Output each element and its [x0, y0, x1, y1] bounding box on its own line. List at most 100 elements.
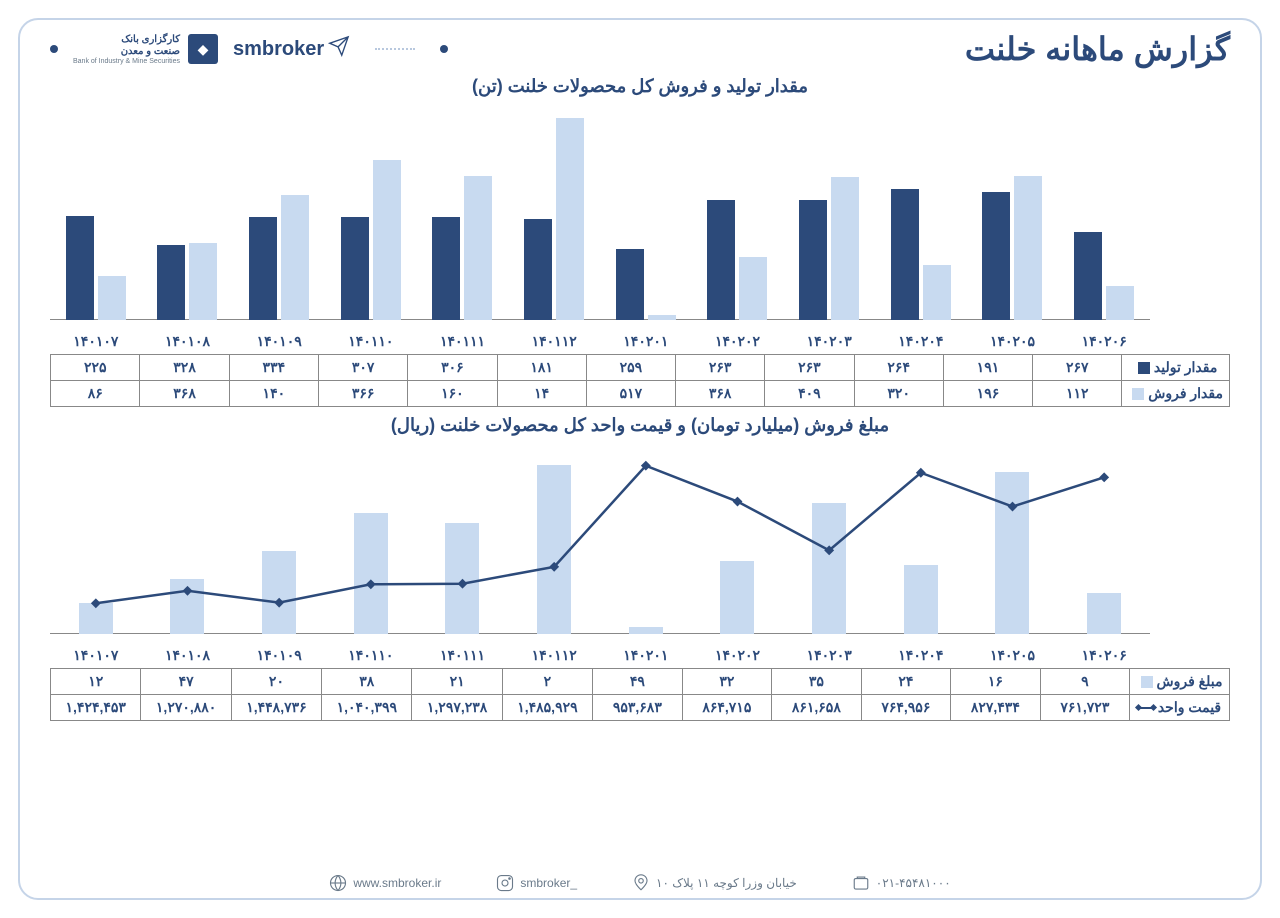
company-logo: کارگزاری بانک صنعت و معدن Bank of Indust…: [73, 34, 218, 65]
chart1-x-label: ۱۴۰۲۰۶: [1082, 333, 1127, 350]
chart1-x-label: ۱۴۰۲۰۳: [807, 333, 852, 350]
instagram-icon: [496, 874, 514, 892]
chart1-sales-bar: [281, 195, 309, 320]
chart1-production-bar: [982, 192, 1010, 320]
footer-instagram: smbroker_: [496, 874, 577, 892]
chart2-x-label: ۱۴۰۱۱۱: [440, 647, 485, 664]
chart2-table: مبلغ فروش ۹۱۶۲۴۳۵۳۲۴۹۲۲۱۳۸۲۰۴۷۱۲قیمت واح…: [50, 668, 1230, 721]
chart2-x-label: ۱۴۰۲۰۳: [807, 647, 852, 664]
chart1-bar-group: [1058, 232, 1150, 320]
table-cell: ۲۵۹: [586, 355, 675, 381]
footer-phone: ۰۲۱-۴۵۴۸۱۰۰۰: [852, 874, 951, 892]
chart2-x-label: ۱۴۰۲۰۵: [990, 647, 1035, 664]
chart2-x-label: ۱۴۰۱۱۲: [532, 647, 577, 664]
table-cell: ۴۷: [141, 669, 231, 695]
table-cell: ۹: [1040, 669, 1130, 695]
table-cell: ۱۴۰: [229, 381, 318, 407]
table-cell: ۱۶۰: [408, 381, 497, 407]
chart2-line-marker: [183, 586, 193, 596]
footer-website: www.smbroker.ir: [329, 874, 441, 892]
chart1-production-bar: [891, 189, 919, 320]
table-cell: ۹۵۳,۶۸۳: [593, 695, 683, 721]
table-cell: ۳۲: [682, 669, 772, 695]
logo-line1: کارگزاری بانک: [73, 34, 180, 46]
table-cell: ۲۶۳: [765, 355, 854, 381]
chart1-x-label: ۱۴۰۱۱۲: [532, 333, 577, 350]
table-cell: ۲۰: [231, 669, 321, 695]
phone-icon: [852, 874, 870, 892]
chart2-line-marker: [733, 497, 743, 507]
row-label: مقدار تولید: [1122, 355, 1230, 381]
footer-address-text: خیابان وزرا کوچه ۱۱ پلاک ۱۰: [656, 876, 797, 890]
table-cell: ۲۶۳: [676, 355, 765, 381]
decor-line: [375, 48, 415, 50]
footer: www.smbroker.ir smbroker_ خیابان وزرا کو…: [40, 874, 1240, 892]
table-cell: ۳۸: [322, 669, 412, 695]
table-row: قیمت واحد ۷۶۱,۷۲۳۸۲۷,۴۳۴۷۶۴,۹۵۶۸۶۱,۶۵۸۸۶…: [51, 695, 1230, 721]
table-cell: ۱۸۱: [497, 355, 586, 381]
table-cell: ۱۲: [51, 669, 141, 695]
chart1-area: ۱۴۰۱۰۷۱۴۰۱۰۸۱۴۰۱۰۹۱۴۰۱۱۰۱۴۰۱۱۱۱۴۰۱۱۲۱۴۰۲…: [50, 105, 1150, 350]
table-cell: ۸۶۴,۷۱۵: [682, 695, 772, 721]
chart1-bar-group: [875, 189, 967, 320]
footer-phone-text: ۰۲۱-۴۵۴۸۱۰۰۰: [876, 876, 951, 890]
chart1-x-label: ۱۴۰۱۱۱: [440, 333, 485, 350]
table-cell: ۸۶: [51, 381, 140, 407]
globe-icon: [329, 874, 347, 892]
chart2-section: مبلغ فروش (میلیارد تومان) و قیمت واحد کل…: [40, 415, 1240, 721]
report-frame: کارگزاری بانک صنعت و معدن Bank of Indust…: [18, 18, 1262, 900]
header: کارگزاری بانک صنعت و معدن Bank of Indust…: [40, 30, 1240, 68]
footer-instagram-text: smbroker_: [520, 876, 577, 890]
chart1-sales-bar: [923, 265, 951, 320]
table-cell: ۵۱۷: [586, 381, 675, 407]
chart1-production-bar: [524, 219, 552, 320]
chart1-x-label: ۱۴۰۲۰۵: [990, 333, 1035, 350]
chart1-sales-bar: [739, 257, 767, 320]
chart1-x-label: ۱۴۰۱۰۷: [73, 333, 118, 350]
row-label: مقدار فروش: [1122, 381, 1230, 407]
chart1-production-bar: [157, 245, 185, 320]
decor-dot: [50, 45, 58, 53]
table-cell: ۲۶۷: [1033, 355, 1122, 381]
table-cell: ۳۳۴: [229, 355, 318, 381]
chart2-x-label: ۱۴۰۱۱۰: [348, 647, 393, 664]
table-cell: ۲: [502, 669, 592, 695]
table-cell: ۳۰۶: [408, 355, 497, 381]
table-cell: ۳۶۸: [140, 381, 229, 407]
chart1-bar-group: [783, 177, 875, 320]
chart1-x-label: ۱۴۰۲۰۴: [898, 333, 943, 350]
chart1-sales-bar: [98, 276, 126, 320]
chart1-bar-group: [692, 200, 784, 320]
chart1-sales-bar: [831, 177, 859, 320]
table-cell: ۲۶۴: [854, 355, 943, 381]
table-cell: ۲۲۵: [51, 355, 140, 381]
chart1-sales-bar: [1106, 286, 1134, 320]
row-label: مبلغ فروش: [1130, 669, 1230, 695]
table-cell: ۴۹: [593, 669, 683, 695]
chart1-production-bar: [341, 217, 369, 320]
chart1-x-label: ۱۴۰۲۰۱: [623, 333, 668, 350]
chart2-line-marker: [274, 598, 284, 608]
chart2-x-label: ۱۴۰۲۰۶: [1082, 647, 1127, 664]
footer-website-text: www.smbroker.ir: [353, 876, 441, 890]
chart1-bar-group: [508, 118, 600, 320]
decor-dot: [440, 45, 448, 53]
chart2-line-marker: [91, 598, 101, 608]
table-cell: ۳۶۸: [676, 381, 765, 407]
table-cell: ۱۹۱: [943, 355, 1032, 381]
chart2-area: ۱۴۰۱۰۷۱۴۰۱۰۸۱۴۰۱۰۹۱۴۰۱۱۰۱۴۰۱۱۱۱۴۰۱۱۲۱۴۰۲…: [50, 444, 1150, 664]
table-cell: ۱,۲۹۷,۲۳۸: [412, 695, 502, 721]
logo-text-block: کارگزاری بانک صنعت و معدن Bank of Indust…: [73, 34, 180, 65]
chart1-x-label: ۱۴۰۱۰۹: [257, 333, 302, 350]
chart1-production-bar: [707, 200, 735, 320]
chart2-line-marker: [1008, 502, 1018, 512]
chart1-production-bar: [432, 217, 460, 320]
table-row: مقدار تولید ۲۶۷۱۹۱۲۶۴۲۶۳۲۶۳۲۵۹۱۸۱۳۰۶۳۰۷۳…: [51, 355, 1230, 381]
chart2-line-marker: [1099, 472, 1109, 482]
chart1-production-bar: [249, 217, 277, 320]
table-cell: ۸۶۱,۶۵۸: [772, 695, 862, 721]
chart1-production-bar: [799, 200, 827, 320]
chart1-sales-bar: [648, 315, 676, 320]
chart1-sales-bar: [464, 176, 492, 320]
table-cell: ۷۶۱,۷۲۳: [1040, 695, 1130, 721]
